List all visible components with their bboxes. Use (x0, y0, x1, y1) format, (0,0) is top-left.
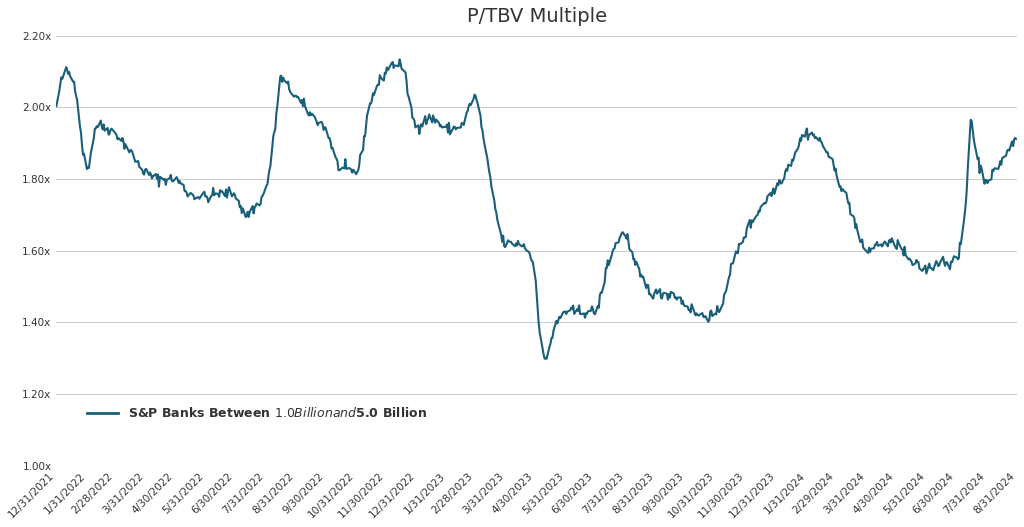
Legend: S&P Banks Between $1.0 Billion and $5.0 Billion: S&P Banks Between $1.0 Billion and $5.0 … (82, 401, 432, 425)
Title: P/TBV Multiple: P/TBV Multiple (467, 7, 607, 26)
